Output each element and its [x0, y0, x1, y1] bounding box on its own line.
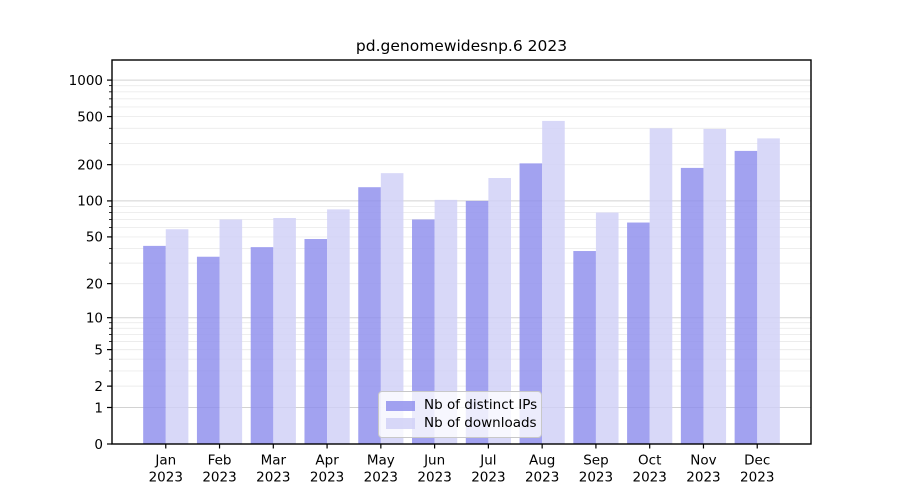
bar-distinct-ips: [465, 200, 489, 444]
bar-downloads: [649, 128, 673, 445]
bar-distinct-ips: [304, 239, 328, 444]
bar-downloads: [165, 229, 189, 444]
x-tick-label-month: Feb: [208, 453, 232, 469]
x-tick-label-year: 2023: [202, 470, 236, 486]
legend-swatch-distinct-ips: [386, 400, 415, 411]
x-tick-label-month: Jul: [479, 453, 496, 469]
x-tick-label-year: 2023: [525, 470, 559, 486]
bar-downloads: [542, 120, 565, 445]
x-tick-label-month: Jun: [423, 453, 445, 469]
x-tick-label-month: Apr: [315, 453, 339, 469]
x-tick-label-year: 2023: [149, 470, 183, 486]
bar-distinct-ips: [412, 219, 435, 444]
bar-distinct-ips: [250, 247, 274, 444]
chart-title: pd.genomewidesnp.6 2023: [355, 37, 568, 55]
bar-downloads: [327, 209, 350, 444]
x-tick-label-year: 2023: [256, 470, 290, 486]
x-tick-label-year: 2023: [579, 470, 613, 486]
y-tick-label: 0: [94, 437, 103, 453]
bar-downloads: [219, 219, 243, 444]
bar-distinct-ips: [734, 150, 758, 444]
y-tick-label: 100: [77, 194, 103, 210]
x-tick-label-month: Jan: [154, 453, 176, 469]
y-tick-label: 10: [86, 310, 103, 326]
bar-downloads: [703, 128, 727, 445]
bar-distinct-ips: [358, 187, 381, 445]
y-tick-label: 2: [94, 379, 103, 395]
x-tick-label-year: 2023: [417, 470, 451, 486]
x-tick-label-year: 2023: [686, 470, 720, 486]
x-tick-label-month: Mar: [261, 453, 287, 469]
x-tick-label-year: 2023: [471, 470, 505, 486]
y-tick-label: 5: [94, 342, 103, 358]
legend-item-distinct-ips: Nb of distinct IPs: [386, 398, 537, 413]
bar-distinct-ips: [143, 245, 166, 444]
x-tick-label-month: Nov: [690, 453, 716, 469]
legend-swatch-downloads: [386, 418, 415, 429]
x-tick-label-year: 2023: [364, 470, 398, 486]
bar-distinct-ips: [519, 163, 543, 444]
y-tick-label: 20: [86, 276, 103, 292]
y-tick-label: 50: [86, 230, 103, 246]
bar-downloads: [595, 212, 619, 444]
plot-border: [111, 59, 812, 445]
bar-downloads: [488, 178, 511, 444]
x-tick-label-month: Oct: [638, 453, 661, 469]
bar-distinct-ips: [627, 222, 650, 444]
x-tick-label-month: May: [367, 453, 395, 469]
bar-downloads: [380, 173, 404, 444]
legend-item-downloads: Nb of downloads: [386, 416, 537, 431]
y-tick-label: 500: [77, 109, 103, 125]
x-tick-label-month: Sep: [583, 453, 608, 469]
x-tick-label-year: 2023: [740, 470, 774, 486]
bar-distinct-ips: [196, 256, 220, 444]
x-tick-label-month: Aug: [529, 453, 555, 469]
bar-downloads: [273, 218, 296, 444]
legend: Nb of distinct IPs Nb of downloads: [378, 391, 542, 438]
legend-label-distinct-ips: Nb of distinct IPs: [424, 397, 538, 413]
y-tick-label: 1000: [69, 73, 103, 89]
bar-distinct-ips: [573, 251, 596, 444]
x-tick-label-month: Dec: [744, 453, 770, 469]
bar-downloads: [434, 199, 458, 444]
legend-label-downloads: Nb of downloads: [424, 414, 537, 431]
y-tick-label: 200: [77, 157, 103, 173]
bar-downloads: [757, 138, 780, 444]
x-tick-label-year: 2023: [633, 470, 667, 486]
bar-distinct-ips: [680, 167, 704, 445]
y-tick-label: 1: [94, 400, 103, 416]
x-tick-label-year: 2023: [310, 470, 344, 486]
